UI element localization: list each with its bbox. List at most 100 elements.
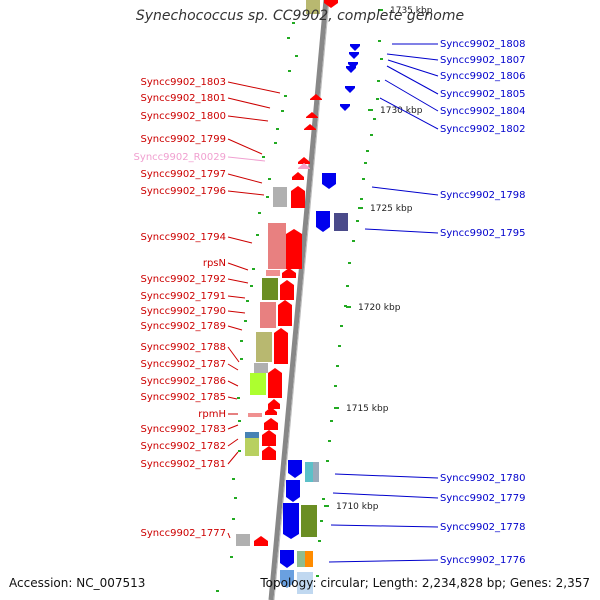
- gene-arrow[interactable]: [283, 503, 299, 539]
- feature-dot: [320, 520, 323, 522]
- gene-arrow[interactable]: [264, 418, 278, 430]
- protein-domain-box[interactable]: [301, 505, 317, 537]
- feature-dot: [244, 320, 247, 322]
- left-gene-label[interactable]: Syncc9902_1782: [141, 441, 227, 452]
- left-gene-label[interactable]: Syncc9902_1790: [141, 306, 227, 317]
- right-gene-label[interactable]: Syncc9902_1807: [440, 55, 526, 66]
- protein-domain-box[interactable]: [248, 413, 262, 417]
- gene-arrow[interactable]: [254, 536, 268, 546]
- protein-domain-box[interactable]: [236, 534, 250, 546]
- protein-domain-box[interactable]: [256, 332, 272, 362]
- gene-arrow[interactable]: [280, 550, 294, 568]
- protein-domain-box[interactable]: [245, 432, 259, 438]
- leader-line: [334, 473, 439, 479]
- feature-dot: [318, 540, 321, 542]
- right-gene-label[interactable]: Syncc9902_1798: [440, 190, 526, 201]
- gene-arrow[interactable]: [282, 268, 296, 278]
- left-gene-label[interactable]: rpsN: [203, 258, 226, 269]
- gene-arrow[interactable]: [298, 157, 310, 164]
- left-gene-label[interactable]: Syncc9902_1791: [141, 291, 227, 302]
- protein-domain-box[interactable]: [262, 278, 278, 300]
- feature-dot: [288, 70, 291, 72]
- right-gene-label[interactable]: Syncc9902_1776: [440, 555, 526, 566]
- gene-arrow[interactable]: [278, 300, 292, 326]
- gene-arrow[interactable]: [288, 460, 302, 478]
- leader-line: [328, 559, 439, 563]
- left-gene-label[interactable]: Syncc9902_1800: [141, 111, 227, 122]
- feature-dot: [232, 518, 235, 520]
- protein-domain-box[interactable]: [334, 213, 348, 231]
- feature-dot: [287, 37, 290, 39]
- gene-arrow[interactable]: [298, 163, 310, 169]
- gene-arrow[interactable]: [268, 399, 280, 409]
- accession-text: Accession: NC_007513: [9, 576, 146, 590]
- gene-arrow[interactable]: [349, 52, 359, 59]
- protein-domain-box[interactable]: [250, 373, 266, 395]
- left-gene-label[interactable]: Syncc9902_1801: [141, 93, 227, 104]
- gene-arrow[interactable]: [274, 328, 288, 364]
- gene-arrow[interactable]: [292, 172, 304, 180]
- gene-arrow[interactable]: [322, 173, 336, 189]
- gene-arrow[interactable]: [265, 407, 277, 415]
- protein-domain-box[interactable]: [268, 223, 286, 269]
- left-gene-label[interactable]: Syncc9902_R0029: [134, 152, 226, 163]
- left-gene-label[interactable]: Syncc9902_1783: [141, 424, 227, 435]
- gene-arrow[interactable]: [280, 280, 294, 300]
- left-gene-label[interactable]: Syncc9902_1789: [141, 321, 227, 332]
- left-gene-label[interactable]: Syncc9902_1799: [141, 134, 227, 145]
- gene-arrow[interactable]: [310, 94, 322, 100]
- right-gene-label[interactable]: Syncc9902_1780: [440, 473, 526, 484]
- leader-line: [227, 532, 231, 539]
- gene-arrow[interactable]: [324, 0, 338, 8]
- left-gene-label[interactable]: Syncc9902_1792: [141, 274, 227, 285]
- left-gene-label[interactable]: Syncc9902_1796: [141, 186, 227, 197]
- right-gene-label[interactable]: Syncc9902_1808: [440, 39, 526, 50]
- right-gene-label[interactable]: Syncc9902_1805: [440, 89, 526, 100]
- right-gene-label[interactable]: Syncc9902_1806: [440, 71, 526, 82]
- leader-line: [227, 262, 249, 271]
- protein-domain-box[interactable]: [266, 270, 280, 276]
- protein-domain-box[interactable]: [273, 187, 287, 207]
- gene-arrow[interactable]: [316, 211, 330, 232]
- protein-domain-box[interactable]: [245, 438, 259, 456]
- left-gene-label[interactable]: Syncc9902_1781: [141, 459, 227, 470]
- right-gene-label[interactable]: Syncc9902_1778: [440, 522, 526, 533]
- left-gene-label[interactable]: Syncc9902_1787: [141, 359, 227, 370]
- protein-domain-box[interactable]: [297, 572, 313, 594]
- gene-arrow[interactable]: [345, 86, 355, 93]
- left-gene-label[interactable]: Syncc9902_1786: [141, 376, 227, 387]
- right-gene-label[interactable]: Syncc9902_1779: [440, 493, 526, 504]
- feature-dot: [266, 196, 269, 198]
- gene-arrow[interactable]: [304, 124, 316, 130]
- left-gene-label[interactable]: Syncc9902_1803: [141, 77, 227, 88]
- right-gene-label[interactable]: Syncc9902_1802: [440, 124, 526, 135]
- gene-arrow[interactable]: [268, 368, 282, 398]
- gene-arrow[interactable]: [262, 446, 276, 460]
- protein-domain-box[interactable]: [306, 0, 320, 14]
- gene-arrow[interactable]: [346, 66, 356, 73]
- protein-domain-box[interactable]: [260, 302, 276, 328]
- left-gene-label[interactable]: Syncc9902_1777: [141, 528, 227, 539]
- right-gene-label[interactable]: Syncc9902_1795: [440, 228, 526, 239]
- left-gene-label[interactable]: Syncc9902_1785: [141, 392, 227, 403]
- protein-domain-box[interactable]: [313, 462, 319, 482]
- left-gene-label[interactable]: Syncc9902_1788: [141, 342, 227, 353]
- right-gene-label[interactable]: Syncc9902_1804: [440, 106, 526, 117]
- gene-arrow[interactable]: [306, 112, 318, 118]
- gene-arrow[interactable]: [262, 430, 276, 446]
- leader-line: [227, 138, 263, 155]
- gene-arrow[interactable]: [286, 480, 300, 502]
- protein-domain-box[interactable]: [305, 551, 313, 567]
- gene-arrow[interactable]: [340, 104, 350, 111]
- gene-arrow[interactable]: [286, 229, 302, 269]
- left-gene-label[interactable]: rpmH: [198, 409, 226, 420]
- gene-arrow[interactable]: [291, 186, 305, 208]
- gene-arrow[interactable]: [350, 44, 360, 51]
- feature-dot: [281, 110, 284, 112]
- leader-line: [386, 53, 439, 61]
- gene-arrow[interactable]: [348, 62, 358, 69]
- left-gene-label[interactable]: Syncc9902_1797: [141, 169, 227, 180]
- gene-arrow[interactable]: [280, 570, 294, 588]
- left-gene-label[interactable]: Syncc9902_1794: [141, 232, 227, 243]
- protein-domain-box[interactable]: [254, 363, 268, 373]
